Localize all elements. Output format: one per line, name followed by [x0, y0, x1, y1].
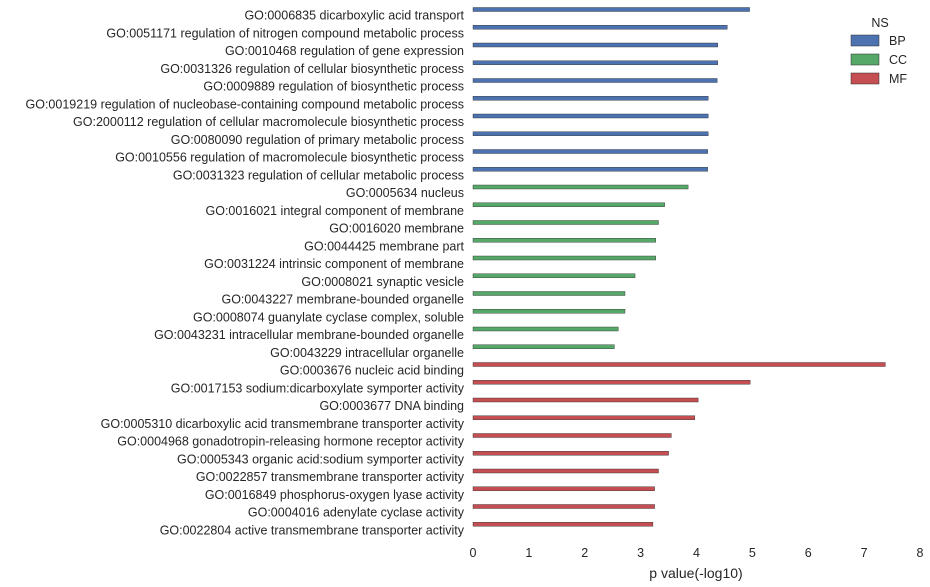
category-labels: GO:0006835 dicarboxylic acid transport GO…: [26, 9, 465, 538]
x-tick-label: 0: [470, 546, 477, 560]
bar-cc: [472, 309, 626, 314]
bar-mf: [472, 504, 655, 509]
category-label: GO:0008021 synaptic vesicle: [301, 275, 464, 289]
x-tick-label: 4: [693, 546, 700, 560]
x-tick-label: 2: [581, 546, 588, 560]
category-label: GO:2000112 regulation of cellular macrom…: [73, 115, 464, 129]
bar-bp: [472, 25, 728, 30]
x-tick-label: 8: [917, 546, 924, 560]
category-label: GO:0043227 membrane-bounded organelle: [221, 293, 464, 307]
category-label: GO:0043231 intracellular membrane-bounde…: [154, 328, 464, 342]
bar-cc: [472, 273, 636, 278]
bar-bp: [472, 96, 709, 101]
category-label: GO:0044425 membrane part: [304, 239, 464, 253]
category-label: GO:0019219 regulation of nucleobase-cont…: [26, 97, 464, 111]
bar-mf: [472, 397, 699, 403]
category-label: GO:0080090 regulation of primary metabol…: [171, 133, 464, 147]
category-label: GO:0031323 regulation of cellular metabo…: [173, 168, 464, 182]
category-label: GO:0010556 regulation of macromolecule b…: [115, 151, 464, 165]
category-label: GO:0043229 intracellular organelle: [270, 346, 464, 360]
category-label: GO:0022857 transmembrane transporter act…: [196, 470, 465, 484]
category-label: GO:0006835 dicarboxylic acid transport: [244, 9, 464, 23]
category-label: GO:0003677 DNA binding: [319, 399, 464, 413]
bar-cc: [472, 326, 619, 332]
category-label: GO:0016021 integral component of membran…: [206, 204, 465, 218]
bar-bp: [472, 7, 750, 12]
bar-bp: [472, 42, 718, 48]
category-label: GO:0016020 membrane: [329, 222, 464, 236]
legend-swatch-bp: [850, 34, 880, 47]
x-axis: 0 1 2 3 4 5 6 7 8: [470, 546, 924, 560]
bars: [472, 7, 886, 527]
legend-swatch-cc: [850, 53, 880, 66]
bar-mf: [472, 486, 655, 491]
category-label: GO:0010468 regulation of gene expression: [225, 44, 464, 58]
category-label: GO:0031326 regulation of cellular biosyn…: [160, 62, 464, 76]
category-label: GO:0051171 regulation of nitrogen compou…: [106, 26, 464, 40]
x-tick-label: 1: [525, 546, 532, 560]
bar-bp: [472, 113, 709, 119]
bar-bp: [472, 131, 709, 136]
bar-cc: [472, 220, 659, 225]
category-label: GO:0005634 nucleus: [346, 186, 464, 200]
x-axis-title: p value(-log10): [649, 565, 742, 581]
bar-mf: [472, 433, 672, 438]
category-label: GO:0009889 regulation of biosynthetic pr…: [203, 80, 464, 94]
bar-bp: [472, 78, 718, 83]
category-label: GO:0017153 sodium:dicarboxylate symporte…: [171, 381, 465, 395]
category-label: GO:0022804 active transmembrane transpor…: [160, 523, 465, 537]
bar-mf: [472, 362, 886, 367]
bar-cc: [472, 238, 656, 243]
category-label: GO:0031224 intrinsic component of membra…: [204, 257, 464, 271]
bar-mf: [472, 522, 654, 527]
legend: NS BP CC MF: [850, 16, 907, 86]
bar-mf: [472, 468, 659, 474]
category-label: GO:0008074 guanylate cyclase complex, so…: [193, 310, 464, 324]
x-tick-label: 5: [749, 546, 756, 560]
legend-label-bp: BP: [889, 34, 906, 48]
category-label: GO:0016849 phosphorus-oxygen lyase activ…: [205, 488, 465, 502]
category-label: GO:0005343 organic acid:sodium symporter…: [177, 452, 465, 466]
legend-label-mf: MF: [889, 72, 907, 86]
bar-bp: [472, 60, 718, 65]
category-label: GO:0003676 nucleic acid binding: [280, 364, 464, 378]
bar-cc: [472, 202, 665, 207]
bar-mf: [472, 380, 751, 385]
bar-bp: [472, 149, 708, 154]
legend-title: NS: [871, 16, 888, 30]
bar-mf: [472, 451, 669, 456]
bar-mf: [472, 415, 696, 420]
x-tick-label: 7: [861, 546, 868, 560]
bar-cc: [472, 344, 615, 349]
bar-cc: [472, 255, 656, 261]
x-tick-label: 3: [637, 546, 644, 560]
legend-swatch-mf: [850, 72, 880, 85]
bar-cc: [472, 184, 689, 190]
category-label: GO:0005310 dicarboxylic acid transmembra…: [101, 417, 465, 431]
bar-cc: [472, 291, 626, 296]
bar-bp: [472, 167, 708, 172]
legend-label-cc: CC: [889, 53, 907, 67]
x-tick-label: 6: [805, 546, 812, 560]
category-label: GO:0004016 adenylate cyclase activity: [248, 506, 465, 520]
category-label: GO:0004968 gonadotropin-releasing hormon…: [117, 435, 464, 449]
